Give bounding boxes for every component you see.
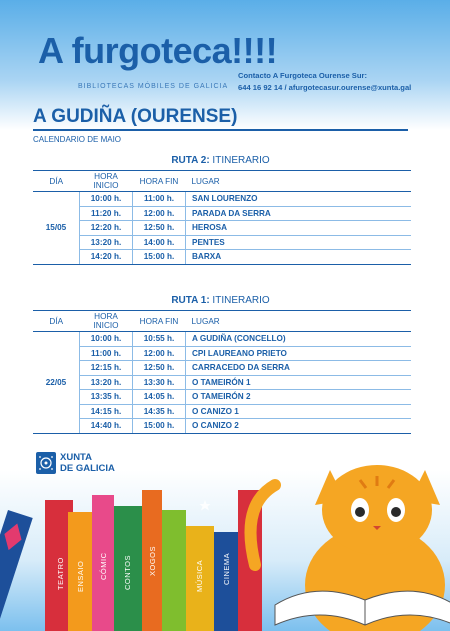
end-time: 12:50 h. <box>132 360 186 376</box>
book-label: CONTOS <box>123 555 132 590</box>
route-title: RUTA 1: ITINERARIO <box>33 295 408 306</box>
start-time: 13:20 h. <box>79 235 133 250</box>
end-time: 12:00 h. <box>132 346 186 361</box>
xunta-emblem-icon <box>36 452 56 474</box>
start-time: 11:00 h. <box>79 346 133 361</box>
col-day: DÍA <box>33 310 80 332</box>
place-name: O TAMEIRÓN 2 <box>185 389 411 405</box>
place-name: CPI LAUREANO PRIETO <box>185 346 411 361</box>
start-time: 12:20 h. <box>79 220 133 236</box>
table-row: 12:15 h. 12:50 h. CARRACEDO DA SERRA <box>33 360 411 376</box>
book-label: XOGOS <box>148 545 157 576</box>
table-row: 14:15 h. 14:35 h. O CANIZO 1 <box>33 404 411 419</box>
route-label: ITINERARIO <box>209 295 270 306</box>
end-time: 12:50 h. <box>132 220 186 236</box>
end-time: 14:05 h. <box>132 389 186 405</box>
book-label: TEATRO <box>56 557 65 590</box>
place-name: PENTES <box>185 235 411 250</box>
table-row: 15/05 10:00 h. 11:00 h. SAN LOURENZO <box>33 191 411 265</box>
table-row: 11:20 h. 12:00 h. PARADA DA SERRA <box>33 206 411 221</box>
end-time: 11:00 h. <box>132 191 186 207</box>
table-header: DÍA HORA INICIO HORA FIN LUGAR <box>33 310 411 332</box>
location-title: A GUDIÑA (OURENSE) <box>33 106 238 127</box>
brand-subtitle: BIBLIOTECAS MÓBILES DE GALICIA <box>78 83 229 90</box>
route-number: RUTA 2: <box>171 155 210 166</box>
book-label: MÚSICA <box>195 559 204 592</box>
table-row: 11:00 h. 12:00 h. CPI LAUREANO PRIETO <box>33 346 411 361</box>
col-day: DÍA <box>33 170 80 192</box>
title-rule <box>33 129 408 131</box>
col-start: HORA INICIO <box>79 170 133 192</box>
col-end: HORA FIN <box>132 310 186 332</box>
place-name: O CANIZO 1 <box>185 404 411 419</box>
book-label: ENSAIO <box>76 560 85 592</box>
col-start: HORA INICIO <box>79 310 133 332</box>
place-name: BARXA <box>185 249 411 265</box>
day-cell: 15/05 <box>33 191 80 265</box>
end-time: 10:55 h. <box>132 331 186 347</box>
start-time: 10:00 h. <box>79 191 133 207</box>
place-name: HEROSA <box>185 220 411 236</box>
xunta-line1: XUNTA <box>60 452 93 463</box>
route-title: RUTA 2: ITINERARIO <box>33 155 408 166</box>
contact-info: Contacto A Furgoteca Ourense Sur: 644 16… <box>238 70 411 94</box>
start-time: 13:20 h. <box>79 375 133 390</box>
place-name: O CANIZO 2 <box>185 418 411 434</box>
table-row: 13:35 h. 14:05 h. O TAMEIRÓN 2 <box>33 389 411 405</box>
end-time: 14:35 h. <box>132 404 186 419</box>
book-label: CÓMIC <box>99 552 108 581</box>
xunta-line2: DE GALICIA <box>60 463 115 474</box>
end-time: 14:00 h. <box>132 235 186 250</box>
start-time: 14:20 h. <box>79 249 133 265</box>
start-time: 14:15 h. <box>79 404 133 419</box>
place-name: PARADA DA SERRA <box>185 206 411 221</box>
table-row: 13:20 h. 14:00 h. PENTES <box>33 235 411 250</box>
table-row: 14:20 h. 15:00 h. BARXA <box>33 249 411 265</box>
brand-logo: A furgoteca!!!! <box>38 30 278 71</box>
table-header: DÍA HORA INICIO HORA FIN LUGAR <box>33 170 411 192</box>
place-name: O TAMEIRÓN 1 <box>185 375 411 390</box>
place-name: SAN LOURENZO <box>185 191 411 207</box>
xunta-logo-text: XUNTA DE GALICIA <box>60 452 115 474</box>
start-time: 12:15 h. <box>79 360 133 376</box>
contact-title: Contacto A Furgoteca Ourense Sur: <box>238 71 367 80</box>
schedule-table: DÍA HORA INICIO HORA FIN LUGAR 22/05 10:… <box>33 310 411 434</box>
books-cat-illustration <box>0 446 450 631</box>
start-time: 13:35 h. <box>79 389 133 405</box>
end-time: 13:30 h. <box>132 375 186 390</box>
schedule-table: DÍA HORA INICIO HORA FIN LUGAR 15/05 10:… <box>33 170 411 265</box>
table-row: 14:40 h. 15:00 h. O CANIZO 2 <box>33 418 411 434</box>
place-name: CARRACEDO DA SERRA <box>185 360 411 376</box>
col-place: LUGAR <box>185 170 411 192</box>
book-label: CINEMA <box>222 552 231 585</box>
start-time: 11:20 h. <box>79 206 133 221</box>
table-row: 12:20 h. 12:50 h. HEROSA <box>33 220 411 236</box>
end-time: 12:00 h. <box>132 206 186 221</box>
place-name: A GUDIÑA (CONCELLO) <box>185 331 411 347</box>
col-place: LUGAR <box>185 310 411 332</box>
start-time: 10:00 h. <box>79 331 133 347</box>
route-label: ITINERARIO <box>209 155 270 166</box>
calendar-label: CALENDARIO DE MAIO <box>33 135 122 144</box>
end-time: 15:00 h. <box>132 418 186 434</box>
table-row: 22/05 10:00 h. 10:55 h. A GUDIÑA (CONCEL… <box>33 331 411 434</box>
contact-details: 644 16 92 14 / afurgotecasur.ourense@xun… <box>238 83 412 92</box>
table-row: 13:20 h. 13:30 h. O TAMEIRÓN 1 <box>33 375 411 390</box>
route-number: RUTA 1: <box>171 295 210 306</box>
col-end: HORA FIN <box>132 170 186 192</box>
start-time: 14:40 h. <box>79 418 133 434</box>
end-time: 15:00 h. <box>132 249 186 265</box>
day-cell: 22/05 <box>33 331 80 434</box>
